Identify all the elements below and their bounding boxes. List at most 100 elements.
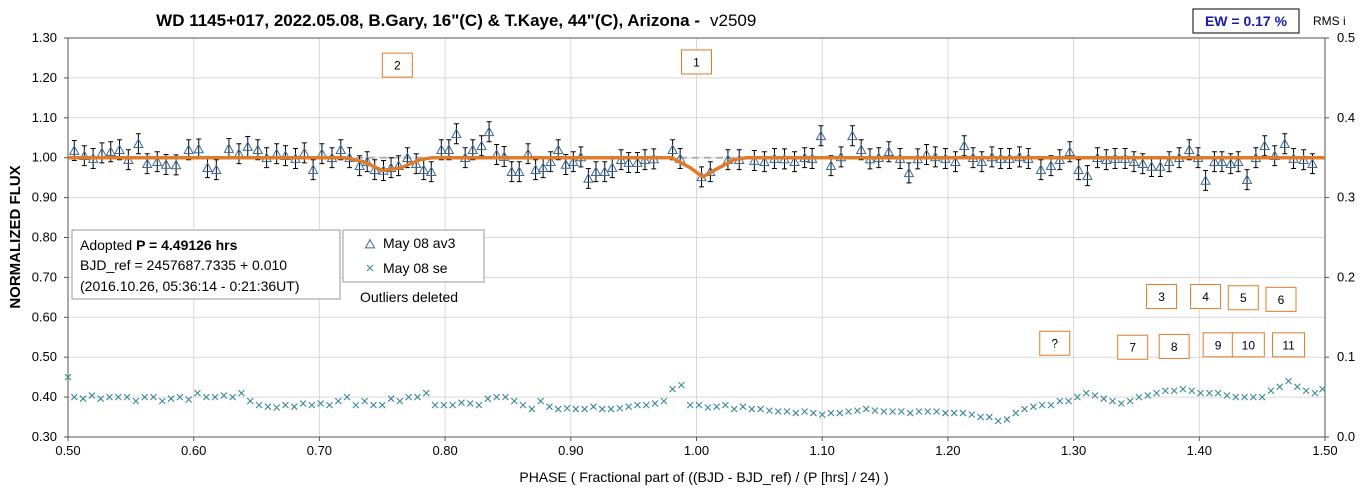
- data-point-se: [994, 417, 1002, 425]
- data-point-se: [334, 397, 342, 405]
- error-bar: [642, 149, 648, 171]
- data-point-se: [801, 408, 808, 415]
- chart-version: v2509: [710, 11, 756, 30]
- error-bar: [1219, 151, 1225, 173]
- error-bar: [357, 155, 363, 177]
- data-point-av3: [1045, 160, 1057, 171]
- data-point-se: [915, 408, 923, 415]
- data-point-se: [1082, 389, 1090, 397]
- y2-axis-ticks: 0.0 0.1 0.2 0.3 0.4 0.5: [1325, 30, 1355, 444]
- dip-label-box: [381, 52, 413, 78]
- data-point-se: [150, 393, 157, 401]
- data-point-se: [1073, 393, 1081, 401]
- x-tick-label: 0.60: [181, 443, 206, 458]
- data-point-se: [317, 400, 325, 407]
- data-point-av3: [1035, 164, 1047, 174]
- dip-label: 8: [1171, 340, 1178, 354]
- data-point-av3: [1209, 156, 1220, 167]
- data-point-av3: [1146, 160, 1157, 171]
- data-point-se: [1249, 393, 1257, 401]
- legend-triangle-icon: [364, 238, 376, 249]
- data-point-se: [1161, 387, 1169, 395]
- data-point-se: [1267, 387, 1275, 395]
- data-point-se: [906, 409, 914, 417]
- error-bar: [99, 142, 105, 164]
- data-point-av3: [825, 160, 837, 171]
- data-point-se: [273, 404, 281, 411]
- data-point-se: [1311, 389, 1319, 397]
- y2-tick-label: 0.5: [1337, 30, 1355, 45]
- error-bar: [453, 123, 459, 145]
- data-point-av3: [476, 140, 487, 151]
- data-point-se: [246, 397, 254, 405]
- data-point-se: [554, 405, 562, 413]
- data-point-se: [167, 395, 175, 403]
- data-point-se: [1065, 397, 1072, 405]
- error-bar: [1203, 169, 1209, 191]
- data-point-se: [581, 405, 589, 413]
- data-point-av3: [847, 130, 858, 141]
- data-point-av3: [590, 166, 602, 176]
- error-bar: [634, 152, 640, 173]
- dip-label: 9: [1215, 338, 1222, 352]
- error-bar: [626, 152, 632, 173]
- data-point-se: [484, 395, 492, 403]
- data-point-av3: [1269, 150, 1281, 161]
- legend-cross-icon: [366, 264, 374, 272]
- data-point-se: [343, 393, 351, 401]
- data-point-se: [642, 401, 650, 409]
- x-axis-ticks: 0.50 0.60 0.70 0.80 0.90 1.00 1.10 1.20 1.30 1.40…: [55, 437, 1338, 458]
- y2-tick-label: 0.4: [1337, 110, 1355, 125]
- data-point-se: [1241, 393, 1248, 401]
- data-point-se: [493, 393, 501, 401]
- data-point-se: [106, 393, 113, 401]
- title-group: WD 1145+017, 2022.05.08, B.Gary, 16"(C) …: [156, 11, 756, 30]
- data-point-av3: [606, 162, 618, 172]
- data-point-se: [1038, 401, 1046, 409]
- data-point-se: [678, 381, 685, 389]
- dip-label-box: [1117, 334, 1149, 360]
- data-point-av3: [242, 140, 254, 151]
- data-point-av3: [151, 156, 163, 167]
- data-point-se: [466, 400, 474, 407]
- error-bar: [979, 151, 985, 173]
- data-point-av3: [354, 160, 365, 171]
- data-point-av3: [1073, 164, 1084, 174]
- error-bar: [818, 125, 824, 147]
- data-point-av3: [883, 146, 895, 157]
- data-point-se: [141, 393, 149, 401]
- data-point-se: [651, 400, 659, 407]
- dip-label-box: [1158, 333, 1190, 359]
- data-point-av3: [567, 156, 579, 167]
- data-point-se: [590, 403, 597, 411]
- data-point-av3: [307, 164, 319, 174]
- data-point-av3: [133, 138, 144, 149]
- error-bar: [540, 157, 546, 179]
- error-bar: [245, 136, 251, 158]
- y-tick-label: 1.30: [32, 30, 57, 45]
- series-se: [64, 373, 1326, 425]
- error-bar: [1038, 159, 1044, 181]
- data-point-av3: [451, 128, 462, 139]
- data-point-se: [1047, 401, 1055, 409]
- data-point-se: [941, 409, 949, 417]
- data-point-se: [396, 397, 404, 405]
- data-point-se: [537, 397, 545, 405]
- data-point-se: [308, 401, 316, 409]
- data-point-se: [704, 404, 712, 411]
- data-point-av3: [1082, 170, 1093, 180]
- data-point-av3: [1064, 146, 1076, 157]
- data-point-se: [669, 385, 677, 393]
- outliers-note: Outliers deleted: [360, 289, 458, 305]
- data-point-se: [933, 408, 940, 415]
- data-point-av3: [623, 156, 634, 167]
- data-point-se: [510, 397, 518, 405]
- model-line: [68, 155, 1325, 179]
- data-point-se: [282, 401, 289, 409]
- data-point-av3: [1241, 174, 1253, 184]
- data-point-se: [211, 393, 219, 401]
- data-point-se: [458, 399, 465, 407]
- data-point-se: [836, 409, 844, 417]
- error-bar: [226, 138, 232, 159]
- data-point-av3: [667, 144, 678, 155]
